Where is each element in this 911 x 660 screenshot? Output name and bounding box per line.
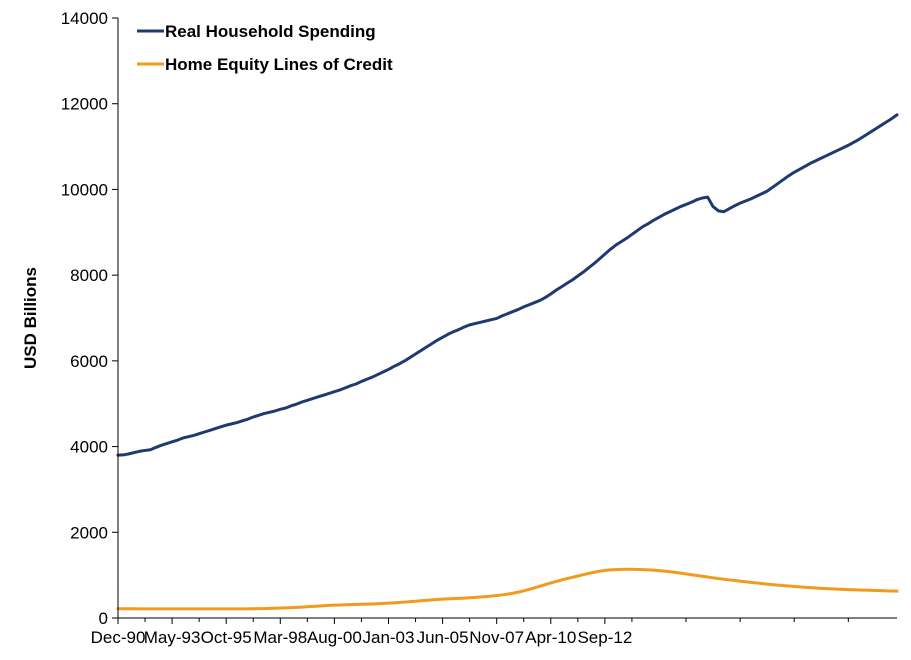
x-tick-label: Jan-03 [362, 628, 414, 647]
y-tick-label: 14000 [61, 9, 108, 28]
legend: Real Household Spending Home Equity Line… [137, 22, 393, 74]
y-tick-label: 12000 [61, 95, 108, 114]
series-line-real-household-spending [116, 113, 899, 457]
y-tick-label: 6000 [70, 352, 108, 371]
series-line-home-equity-lines-of-credit [116, 567, 899, 611]
y-tick-label: 0 [99, 609, 108, 628]
x-tick-label: Oct-95 [201, 628, 252, 647]
series-layer [116, 113, 899, 611]
x-tick-label: Sep-12 [577, 628, 632, 647]
x-tick-label: Apr-10 [525, 628, 576, 647]
legend-label-home-equity-lines-of-credit: Home Equity Lines of Credit [165, 55, 393, 74]
x-tick-label: Mar-98 [253, 628, 307, 647]
x-tick-label: Aug-00 [307, 628, 362, 647]
y-axis-title: USD Billions [21, 267, 40, 369]
y-tick-label: 8000 [70, 266, 108, 285]
x-tick-label: Nov-07 [469, 628, 524, 647]
x-tick-label: Dec-90 [91, 628, 146, 647]
y-axis-ticks: 0 2000 4000 6000 8000 10000 12000 14000 [61, 9, 118, 628]
legend-label-real-household-spending: Real Household Spending [165, 22, 376, 41]
x-tick-label: Jun-05 [417, 628, 469, 647]
y-tick-label: 2000 [70, 523, 108, 542]
y-tick-label: 4000 [70, 438, 108, 457]
y-tick-label: 10000 [61, 180, 108, 199]
x-tick-label: May-93 [144, 628, 201, 647]
